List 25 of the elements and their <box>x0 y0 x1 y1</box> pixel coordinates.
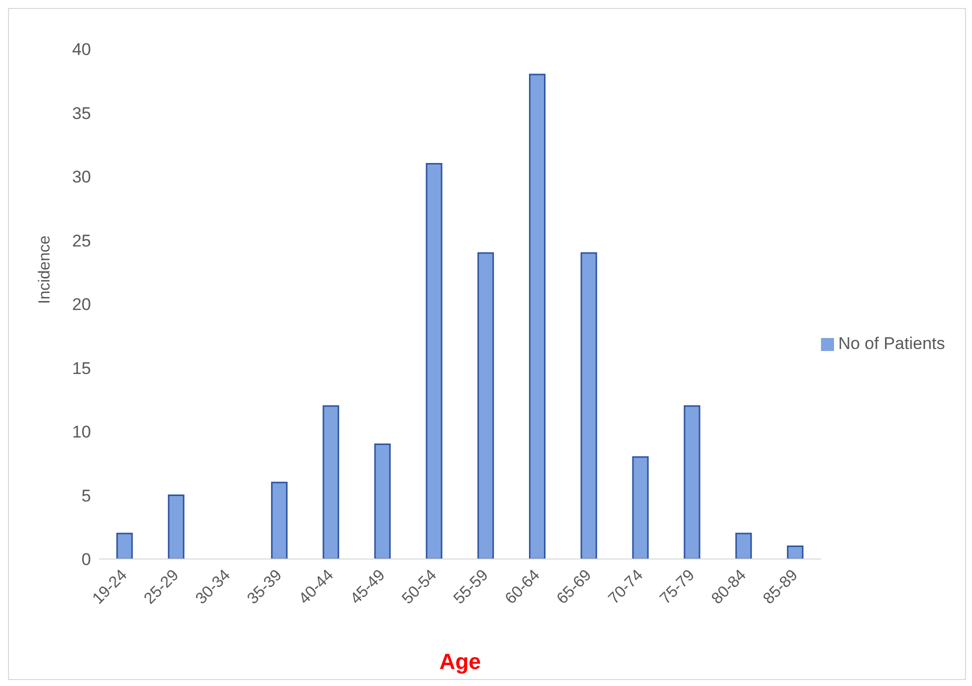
y-tick-label: 40 <box>72 40 91 60</box>
bar <box>684 405 700 559</box>
x-axis-title: Age <box>439 649 481 674</box>
y-tick-label: 25 <box>72 231 91 250</box>
bar <box>168 494 184 559</box>
bar <box>735 532 752 559</box>
y-tick-label: 30 <box>72 168 91 187</box>
y-tick-label: 35 <box>72 104 91 123</box>
y-tick-label: 0 <box>82 550 91 570</box>
bar <box>426 163 442 559</box>
y-tick-label: 15 <box>72 358 91 378</box>
bar <box>116 532 133 559</box>
y-tick-label: 5 <box>82 486 91 506</box>
bar <box>529 74 546 559</box>
y-axis-title: Incidence <box>36 235 54 304</box>
y-tick-label: 20 <box>72 295 91 314</box>
bar <box>477 252 494 559</box>
bar <box>271 482 288 559</box>
legend-label: No of Patients <box>838 334 945 353</box>
bar <box>580 252 598 559</box>
bar <box>786 546 804 559</box>
bar <box>322 405 340 559</box>
bar <box>632 456 649 559</box>
bar <box>374 444 391 559</box>
y-tick-label: 10 <box>72 422 91 442</box>
